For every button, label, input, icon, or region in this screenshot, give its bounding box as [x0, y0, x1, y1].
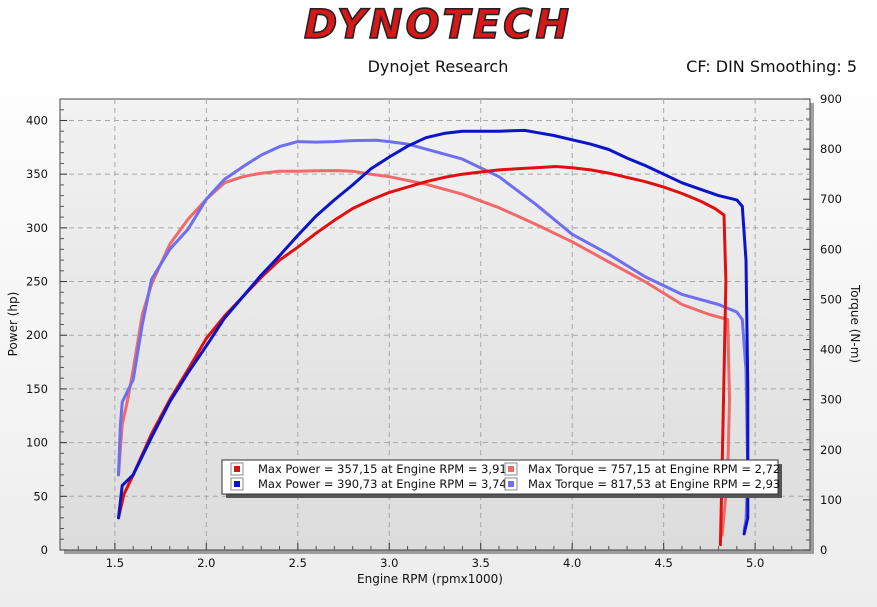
y-left-tick-label: 200 [26, 328, 48, 342]
x-tick-label: 4.0 [563, 556, 581, 570]
legend-entry-blue-torque: Max Torque = 817,53 at Engine RPM = 2,93 [504, 477, 780, 491]
series-line-0 [117, 165, 728, 547]
y-right-tick-label: 700 [820, 192, 842, 206]
y-right-tick-label: 300 [820, 393, 842, 407]
y-left-tick-label: 150 [26, 382, 48, 396]
y-left-tick-label: 250 [26, 275, 48, 289]
y-left-tick-label: 0 [41, 543, 48, 557]
y-right-tick-label: 500 [820, 292, 842, 306]
x-tick-label: 1.5 [106, 556, 124, 570]
y-right-tick-label: 900 [820, 92, 842, 106]
series-line-2 [117, 169, 731, 537]
y-left-tick-label: 300 [26, 221, 48, 235]
y-left-axis-ticks: 0 50 100 150 200 250 300 350 400 [26, 113, 48, 557]
y-right-tick-label: 100 [820, 493, 842, 507]
minor-ticks [60, 108, 810, 550]
legend-box [221, 459, 779, 495]
y-right-axis-label: Torque (N-m) [848, 284, 862, 363]
legend-label: Max Power = 390,73 at Engine RPM = 3,74 [258, 477, 507, 491]
y-right-tick-label: 800 [820, 142, 842, 156]
y-left-tick-label: 400 [26, 113, 48, 127]
y-left-tick-label: 350 [26, 167, 48, 181]
legend-label: Max Power = 357,15 at Engine RPM = 3,91 [258, 462, 507, 476]
x-axis-ticks: 1.5 2.0 2.5 3.0 3.5 4.0 4.5 5.0 [106, 556, 765, 570]
x-tick-label: 2.0 [197, 556, 215, 570]
y-right-tick-label: 600 [820, 242, 842, 256]
settings-label: CF: DIN Smoothing: 5 [686, 57, 857, 76]
header-band [0, 0, 877, 46]
legend: Max Power = 357,15 at Engine RPM = 3,91 … [221, 459, 782, 498]
y-right-axis-ticks: 0 100 200 300 400 500 600 700 800 900 [820, 92, 842, 557]
series-line-1 [117, 128, 750, 536]
logo-text: DYNOTECH [304, 2, 572, 48]
y-left-tick-label: 50 [33, 489, 48, 503]
x-tick-label: 2.5 [289, 556, 307, 570]
legend-swatch-fill [234, 466, 240, 472]
y-right-tick-label: 0 [820, 543, 827, 557]
y-left-tick-label: 100 [26, 436, 48, 450]
logo: DYNOTECH [303, 1, 572, 49]
legend-label: Max Torque = 757,15 at Engine RPM = 2,72 [528, 462, 780, 476]
legend-entry-red-power: Max Power = 357,15 at Engine RPM = 3,91 [230, 462, 507, 476]
x-tick-label: 3.0 [380, 556, 398, 570]
x-axis-label: Engine RPM (rpmx1000) [357, 572, 503, 586]
legend-swatch-fill [508, 466, 514, 472]
x-tick-label: 3.5 [472, 556, 490, 570]
legend-entry-blue-power: Max Power = 390,73 at Engine RPM = 3,74 [230, 477, 507, 491]
legend-swatch-fill [508, 481, 514, 487]
legend-label: Max Torque = 817,53 at Engine RPM = 2,93 [528, 477, 780, 491]
y-left-axis-label: Power (hp) [6, 292, 20, 357]
legend-swatch-fill [234, 481, 240, 487]
y-right-tick-label: 200 [820, 443, 842, 457]
legend-entry-red-torque: Max Torque = 757,15 at Engine RPM = 2,72 [504, 462, 780, 476]
x-tick-label: 5.0 [746, 556, 764, 570]
y-right-tick-label: 400 [820, 343, 842, 357]
x-tick-label: 4.5 [655, 556, 673, 570]
company-title: Dynojet Research [368, 57, 509, 76]
series-layer [117, 128, 750, 547]
